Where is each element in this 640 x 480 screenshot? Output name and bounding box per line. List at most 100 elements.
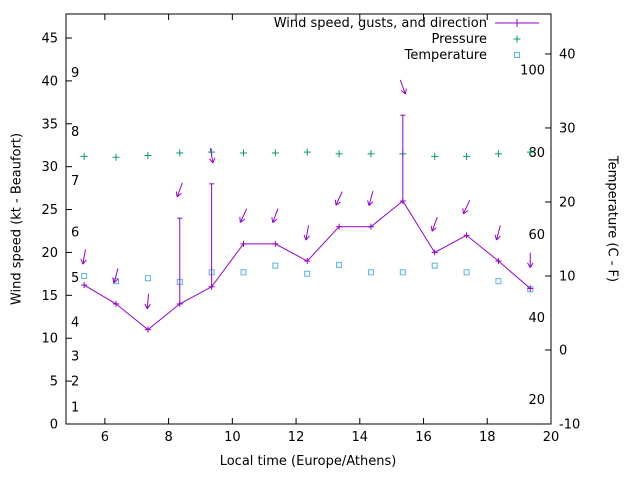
- y-left-tick-label: 40: [41, 74, 58, 89]
- wind-direction-arrow: [399, 79, 406, 95]
- wind-direction-arrowhead: [271, 217, 274, 223]
- x-tick-label: 12: [288, 430, 305, 445]
- wind-direction-arrow: [495, 225, 501, 241]
- left-axis-title: Wind speed (kt - Beaufort): [9, 132, 25, 306]
- y-right-tick-label: 30: [559, 121, 576, 136]
- wind-direction-arrow: [113, 268, 119, 283]
- legend-label-wind: Wind speed, gusts, and direction: [273, 15, 487, 31]
- wind-direction-arrowhead: [430, 225, 433, 232]
- fahrenheit-scale-label: 80: [528, 146, 545, 161]
- legend-label-temperature: Temperature: [404, 47, 487, 63]
- wind-direction-arrow: [82, 249, 86, 265]
- wind-direction-arrowhead: [146, 304, 151, 310]
- beaufort-scale-label: 3: [71, 350, 79, 365]
- y-left-tick-label: 20: [41, 246, 58, 261]
- beaufort-scale-label: 9: [71, 66, 79, 81]
- wind-legend-marker-icon: [495, 19, 539, 27]
- fahrenheit-scale-label: 40: [528, 311, 545, 326]
- wind-speed-line: [83, 200, 531, 331]
- beaufort-scale-label: 4: [71, 315, 79, 330]
- wind-direction-arrowhead: [368, 201, 374, 207]
- wind-direction-arrow: [239, 208, 248, 223]
- temperature-point: [240, 269, 247, 276]
- wind-direction-arrowhead: [212, 157, 216, 164]
- wind-direction-arrow: [305, 225, 310, 241]
- wind-direction-arrow: [368, 191, 374, 206]
- fahrenheit-scale-label: 100: [520, 64, 545, 79]
- wind-direction-arrowhead: [431, 227, 437, 232]
- y-left-tick-label: 45: [41, 32, 58, 47]
- wind-direction-arrowhead: [175, 191, 178, 197]
- wind-direction-arrow: [335, 191, 343, 206]
- wind-direction-arrow: [209, 148, 214, 164]
- y-left-tick-label: 5: [50, 375, 58, 390]
- wind-direction-arrow: [146, 293, 150, 309]
- wind-direction-arrowhead: [82, 259, 87, 265]
- wind-direction-arrowhead: [112, 277, 115, 283]
- y-right-tick-label: 10: [559, 269, 576, 284]
- temperature-point: [367, 269, 374, 276]
- beaufort-scale-label: 6: [71, 225, 79, 240]
- beaufort-scale-label: 1: [71, 400, 79, 415]
- wind-direction-arrowhead: [463, 210, 469, 215]
- wind-direction-arrowhead: [80, 258, 84, 265]
- temperature-legend-square: [514, 52, 520, 58]
- wind-direction-arrow: [462, 199, 471, 215]
- y-right-tick-label: 20: [559, 195, 576, 210]
- y-left-tick-label: 35: [41, 117, 58, 132]
- y-left-tick-label: 15: [41, 289, 58, 304]
- temperature-point: [144, 275, 151, 282]
- plot-border: [65, 13, 552, 425]
- wind-direction-arrowhead: [404, 88, 407, 95]
- temperature-legend-marker-icon: [514, 52, 520, 58]
- legend-label-pressure: Pressure: [431, 31, 487, 47]
- y-right-tick-label: 0: [559, 343, 567, 358]
- wind-direction-arrowhead: [335, 201, 341, 206]
- beaufort-scale-label: 5: [71, 271, 79, 286]
- right-axis-title: Temperature (C - F): [604, 155, 620, 283]
- beaufort-scale-label: 7: [71, 174, 79, 189]
- temperature-point: [81, 272, 88, 279]
- fahrenheit-scale-label: 60: [528, 228, 545, 243]
- temperature-point: [336, 261, 343, 268]
- x-tick-label: 14: [352, 430, 369, 445]
- y-right-tick-label: -10: [559, 418, 580, 433]
- legend-item-temperature: Temperature: [274, 47, 541, 63]
- wind-direction-arrowhead: [496, 235, 501, 241]
- y-left-tick-label: 0: [50, 418, 58, 433]
- temperature-point: [463, 269, 470, 276]
- legend: Wind speed, gusts, and direction Pressur…: [274, 15, 541, 63]
- wind-direction-arrowhead: [176, 192, 182, 198]
- wind-direction-arrowhead: [209, 158, 214, 164]
- temperature-point: [399, 269, 406, 276]
- x-tick-label: 16: [415, 430, 432, 445]
- wind-direction-arrowhead: [529, 262, 534, 268]
- beaufort-scale-label: 8: [71, 125, 79, 140]
- temperature-point: [272, 262, 279, 269]
- legend-item-wind: Wind speed, gusts, and direction: [274, 15, 541, 31]
- wind-direction-arrow: [176, 182, 183, 198]
- wind-direction-arrowhead: [400, 90, 406, 95]
- temperature-point: [431, 262, 438, 269]
- wind-direction-arrowhead: [240, 218, 246, 223]
- x-axis-title: Local time (Europe/Athens): [219, 454, 397, 469]
- wind-direction-arrowhead: [305, 235, 310, 241]
- wind-direction-arrowhead: [113, 278, 119, 284]
- x-tick-label: 8: [164, 430, 172, 445]
- y-left-tick-label: 10: [41, 332, 58, 347]
- x-tick-label: 6: [101, 430, 109, 445]
- wind-direction-arrowhead: [272, 218, 278, 223]
- x-tick-label: 20: [543, 430, 560, 445]
- pressure-legend-marker-icon: [513, 35, 521, 43]
- temperature-point: [495, 278, 502, 285]
- y-left-tick-label: 25: [41, 203, 58, 218]
- wind-direction-arrowhead: [303, 234, 307, 241]
- x-tick-label: 10: [224, 430, 241, 445]
- wind-direction-arrow: [272, 208, 279, 223]
- wind-direction-arrowhead: [527, 262, 531, 268]
- y-left-tick-label: 30: [41, 160, 58, 175]
- legend-item-pressure: Pressure: [274, 31, 541, 47]
- temperature-point: [304, 270, 311, 277]
